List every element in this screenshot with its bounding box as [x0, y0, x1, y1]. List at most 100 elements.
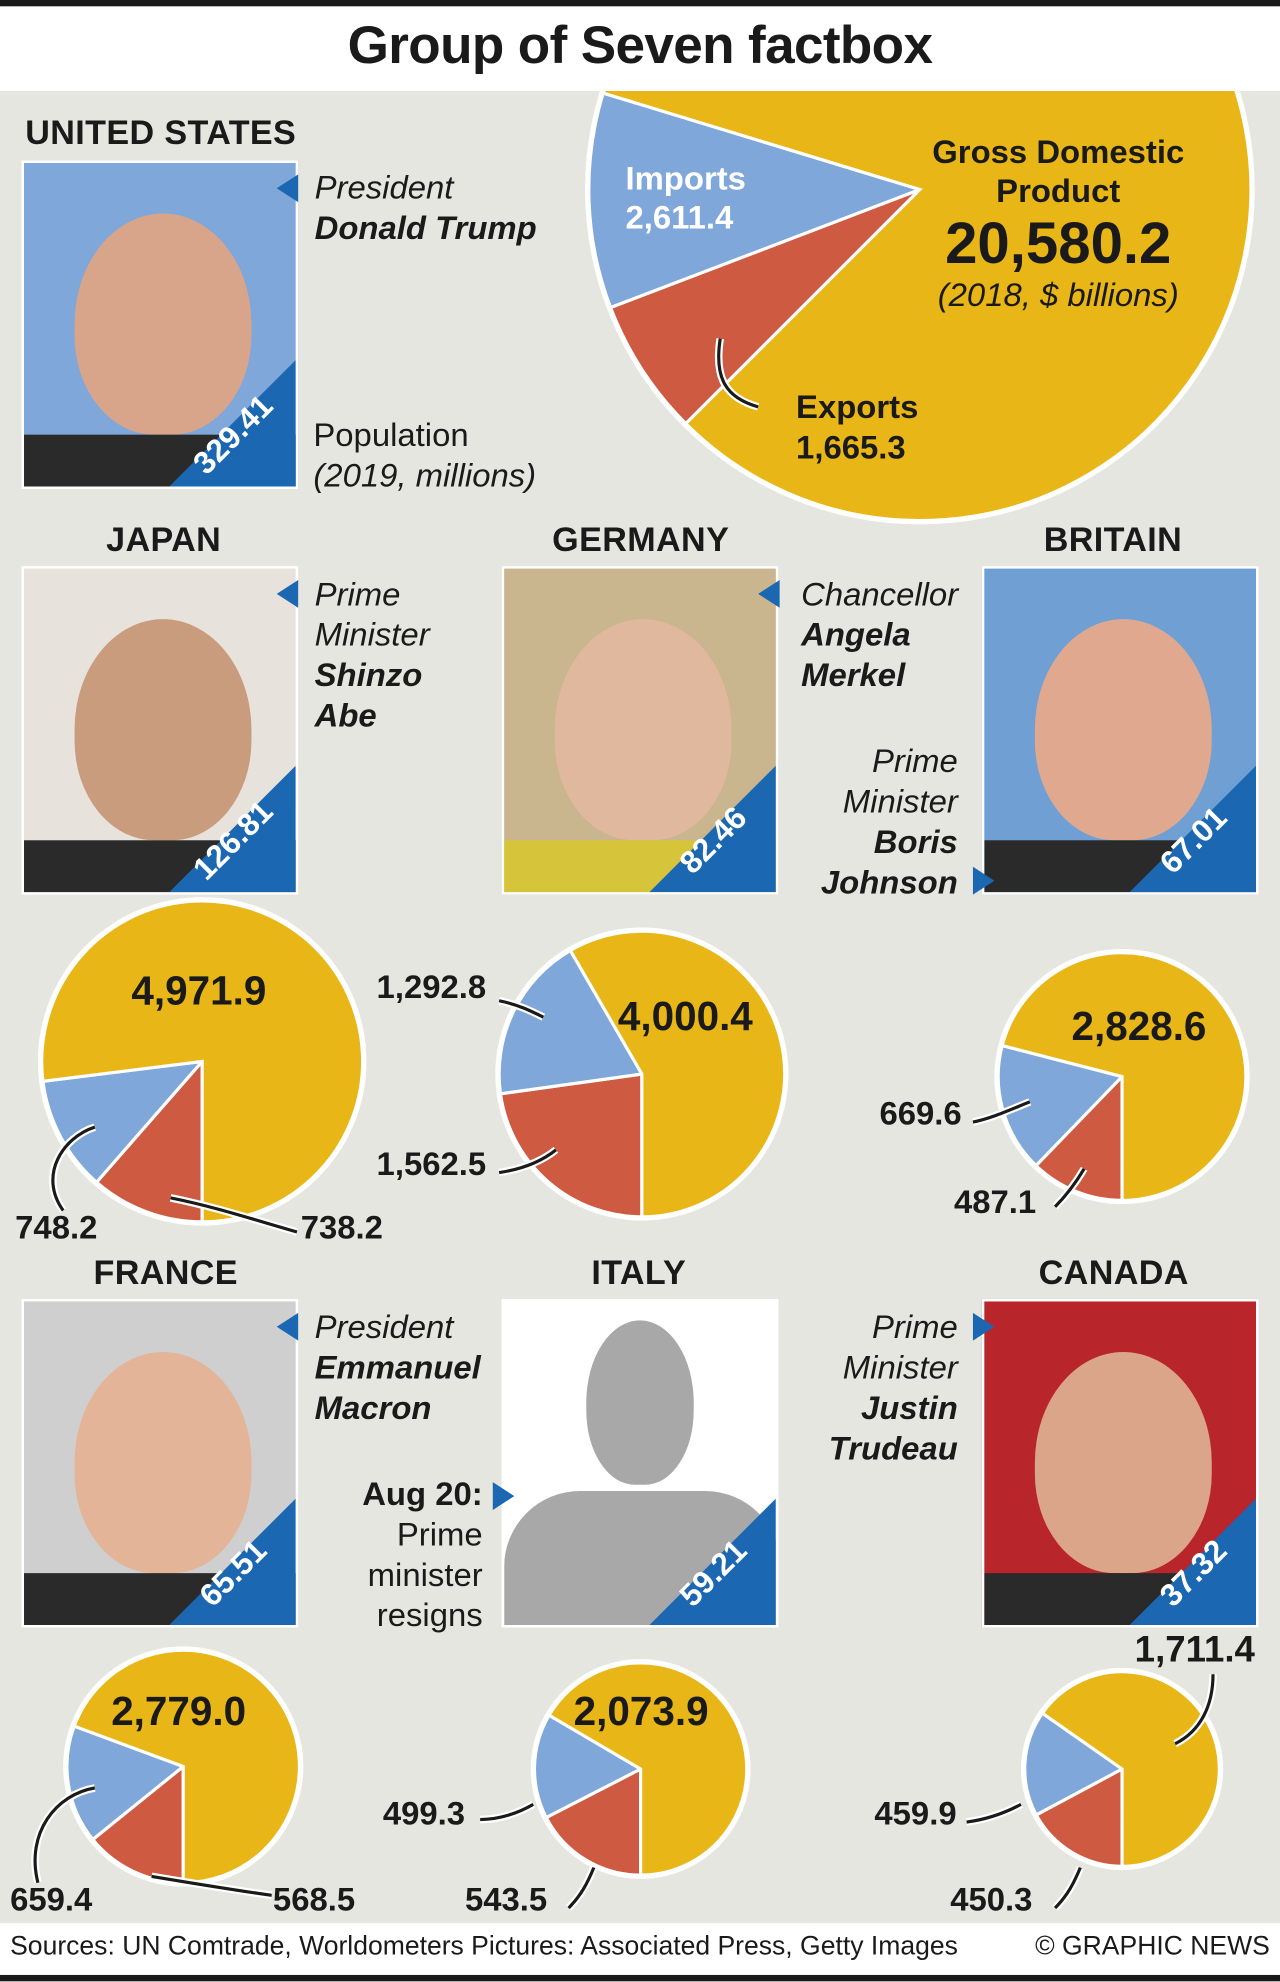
japan-exports: 738.2	[300, 1207, 383, 1246]
gdp-label-2: Product	[996, 171, 1121, 210]
population-label: Population	[313, 415, 469, 454]
pie-slice-gdp	[1000, 951, 1248, 1202]
arrow-icon	[1053, 1866, 1082, 1910]
france-exports: 568.5	[272, 1880, 356, 1919]
gdp-note: (2018, $ billions)	[937, 275, 1179, 314]
country-italy: ITALY	[591, 1253, 687, 1292]
leader-photo-france: 65.51	[21, 1298, 299, 1628]
leader-name: Abe	[314, 696, 377, 735]
pie-japan	[37, 897, 367, 1226]
credit: © GRAPHIC NEWS	[1035, 1931, 1270, 1962]
country-france: FRANCE	[93, 1253, 238, 1292]
leader-name: Shinzo	[314, 655, 423, 694]
canada-exports: 450.3	[950, 1880, 1033, 1919]
arrow-icon	[966, 1802, 1022, 1824]
leader-name: Angela	[801, 615, 911, 654]
leader-name: Justin	[861, 1388, 958, 1427]
gdp-label-1: Gross Domestic	[932, 132, 1185, 171]
arrow-icon	[33, 1786, 96, 1884]
us-exports-label: Exports 1,665.3	[796, 387, 918, 468]
note-text: Prime	[396, 1515, 483, 1553]
leader-label-france: President Emmanuel Macron	[315, 1307, 481, 1428]
pie-slice-exports	[94, 1057, 204, 1224]
italy-imports: 499.3	[382, 1794, 466, 1833]
arrow-icon	[498, 999, 545, 1019]
population-badge	[1129, 1498, 1256, 1625]
britain-gdp: 2,828.6	[1071, 1003, 1207, 1049]
population-note: (2019, millions)	[313, 456, 537, 495]
note-text: minister	[367, 1555, 483, 1594]
pie-britain	[994, 948, 1250, 1205]
pie-slice-exports	[608, 188, 921, 426]
population-badge	[649, 1498, 776, 1625]
pie-slice-exports	[498, 1072, 644, 1219]
arrow-icon	[480, 1803, 535, 1822]
arrow-icon	[717, 338, 759, 409]
leader-label-japan: Prime Minister Shinzo Abe	[315, 574, 430, 736]
leader-name: Emmanuel	[314, 1348, 481, 1387]
pointer-icon	[972, 1312, 995, 1341]
us-gdp-label: Gross Domestic Product 20,580.2 (2018, $ bi…	[884, 131, 1231, 314]
leader-label-germany: Chancellor Angela Merkel	[801, 574, 958, 695]
britain-exports: 487.1	[953, 1182, 1037, 1221]
japan-gdp: 4,971.9	[131, 967, 267, 1014]
leader-name: Johnson	[820, 863, 958, 901]
canada-imports: 459.9	[874, 1794, 957, 1833]
pie-slice-exports	[1034, 1766, 1124, 1868]
leader-photo-japan: 126.81	[21, 566, 299, 895]
exports-label: Exports	[796, 387, 919, 426]
role: Minister	[842, 1348, 958, 1387]
pie-slice-exports	[1033, 1072, 1124, 1202]
germany-gdp: 4,000.4	[617, 993, 753, 1039]
arrow-icon	[498, 1148, 557, 1175]
leader-name: Macron	[314, 1388, 432, 1427]
leader-name: Boris	[873, 822, 958, 861]
pie-canada	[1020, 1667, 1224, 1871]
japan-imports: 748.2	[15, 1207, 98, 1246]
pointer-icon	[972, 866, 995, 895]
population-badge	[169, 1498, 296, 1625]
us-imports-label: Imports 2,611.4	[625, 159, 745, 237]
arrow-icon	[51, 1125, 96, 1212]
italy-note: Aug 20: Prime minister resigns	[303, 1473, 482, 1635]
pie-slice-imports	[65, 1724, 187, 1842]
gdp-value: 20,580.2	[945, 209, 1172, 276]
leader-name: Merkel	[801, 655, 906, 694]
leader-name: Donald Trump	[314, 208, 537, 247]
population-badge	[1129, 765, 1256, 893]
leader-photo-canada: 37.32	[981, 1298, 1259, 1628]
germany-imports: 1,292.8	[376, 967, 487, 1006]
role: Prime	[871, 1307, 958, 1346]
france-imports: 659.4	[10, 1880, 93, 1919]
title-bar: Group of Seven factbox	[0, 0, 1280, 91]
country-us: UNITED STATES	[25, 113, 297, 152]
country-germany: GERMANY	[552, 520, 730, 559]
pie-slice-exports	[544, 1766, 643, 1877]
footer: Sources: UN Comtrade, Worldometers Pictu…	[0, 1923, 1280, 1982]
silhouette-head	[586, 1320, 694, 1485]
pointer-icon	[276, 1312, 299, 1341]
leader-photo-germany: 82.46	[501, 566, 779, 895]
role: Chancellor	[801, 574, 959, 613]
canada-gdp: 1,711.4	[1134, 1630, 1255, 1671]
pie-slice-gdp	[568, 929, 787, 1219]
arrow-icon	[1053, 1167, 1086, 1208]
pie-slice-imports	[1023, 1711, 1126, 1818]
country-japan: JAPAN	[106, 520, 222, 559]
role: President	[314, 1307, 454, 1346]
population-badge	[169, 765, 296, 893]
arrow-icon	[1174, 1674, 1215, 1746]
population-legend: Population (2019, millions)	[313, 414, 536, 495]
role: Minister	[314, 615, 430, 654]
pie-slice-imports	[497, 948, 645, 1096]
page-title: Group of Seven factbox	[347, 15, 933, 75]
arrow-icon	[170, 1196, 298, 1234]
role: Prime	[314, 574, 401, 613]
pie-france	[63, 1646, 304, 1887]
britain-imports: 669.6	[879, 1094, 962, 1133]
pie-slice-gdp	[1040, 1670, 1221, 1868]
arrow-icon	[972, 1100, 1031, 1124]
pie-slice-imports	[41, 1059, 207, 1185]
pie-slice-gdp	[72, 1648, 301, 1885]
